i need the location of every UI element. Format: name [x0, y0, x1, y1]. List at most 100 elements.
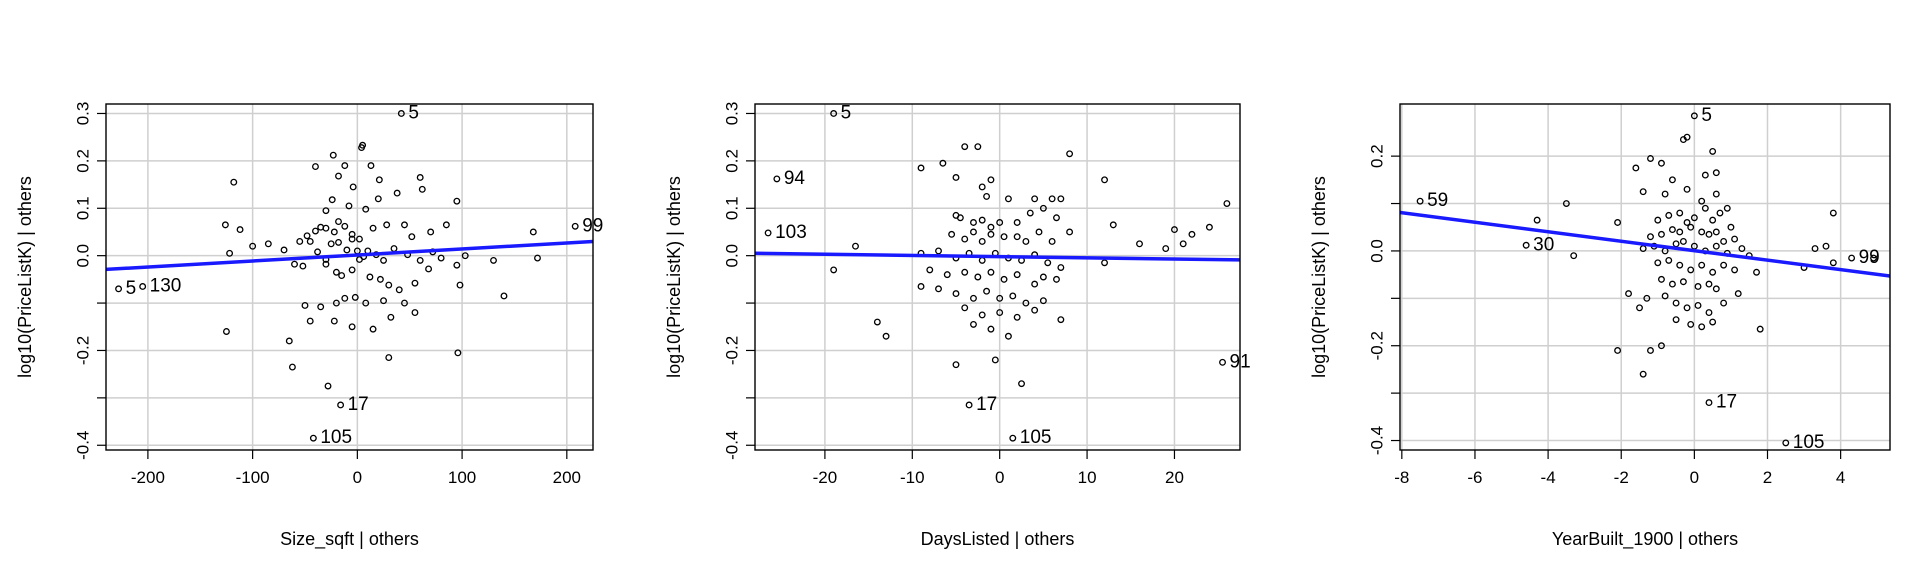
point-label: 130	[150, 275, 182, 296]
x-axis-label: Size_sqft | others	[280, 529, 419, 550]
data-point	[355, 235, 363, 243]
data-point	[1720, 261, 1728, 269]
data-point	[1709, 216, 1717, 224]
data-point	[416, 174, 424, 181]
y-tick-label: 0.1	[722, 196, 741, 220]
data-point	[1053, 214, 1060, 222]
data-point	[335, 218, 342, 225]
data-point	[285, 337, 293, 345]
x-tick-label: 4	[1836, 468, 1845, 487]
data-point	[996, 309, 1004, 316]
y-tick-label: -0.4	[722, 431, 741, 460]
data-point	[1632, 164, 1640, 172]
data-point	[1782, 439, 1790, 447]
x-axis-label: DaysListed | others	[921, 529, 1075, 549]
data-point	[952, 174, 960, 181]
plot-frame	[754, 103, 1241, 451]
data-point	[987, 230, 995, 238]
data-point	[367, 162, 375, 170]
data-point	[1031, 195, 1039, 203]
plot-area	[106, 110, 593, 442]
x-axis-label: YearBuilt_1900 | others	[1552, 529, 1738, 550]
data-point	[335, 172, 342, 180]
data-point	[1709, 318, 1717, 326]
data-point	[1672, 240, 1680, 248]
data-point	[303, 232, 311, 240]
y-axis-label: log10(PriceListK) | others	[1309, 176, 1329, 378]
x-tick-label: 100	[448, 468, 476, 487]
data-point	[322, 207, 330, 215]
data-point	[1822, 242, 1830, 250]
panel-2: -20 -10 0 10 20 -0.4 -0.2 0.0 0.1 0.2 0.3 DaysListe…	[664, 102, 1251, 549]
data-point	[454, 349, 462, 357]
data-point	[418, 185, 426, 193]
data-point	[1570, 252, 1578, 260]
data-point	[1004, 195, 1012, 203]
y-tick-label: -0.4	[73, 431, 92, 460]
data-point	[1654, 259, 1662, 267]
data-point	[970, 294, 977, 302]
data-point	[1720, 299, 1728, 307]
data-point	[1533, 216, 1541, 224]
x-tick-label: -20	[813, 468, 838, 487]
x-tick-label: 2	[1763, 468, 1772, 487]
data-point	[1668, 176, 1676, 184]
data-point	[1625, 290, 1632, 298]
data-point	[1101, 176, 1108, 184]
data-point	[1683, 185, 1691, 193]
data-point	[773, 175, 781, 183]
data-point	[852, 242, 859, 250]
data-point	[358, 144, 365, 152]
data-point	[312, 227, 319, 235]
data-point	[1712, 242, 1720, 250]
y-axis-label: log10(PriceListK) | others	[15, 176, 35, 378]
data-point	[1018, 380, 1025, 388]
data-point	[961, 143, 969, 151]
x-tick-label: 0	[353, 468, 362, 487]
data-point	[1066, 228, 1074, 236]
data-point	[1031, 280, 1039, 288]
data-point	[1031, 306, 1039, 314]
data-point	[1720, 238, 1728, 245]
y-tick-label: 0.0	[722, 244, 741, 268]
data-point	[978, 311, 986, 319]
data-point	[1731, 266, 1739, 274]
data-point	[1000, 275, 1008, 283]
data-point	[490, 256, 497, 264]
data-point	[376, 275, 384, 283]
data-point	[362, 205, 370, 213]
data-point	[1848, 254, 1856, 262]
data-point	[1672, 299, 1680, 307]
data-point	[1709, 268, 1717, 276]
data-point	[1709, 147, 1717, 155]
data-point	[978, 183, 986, 191]
x-tick-label: 0	[995, 468, 1004, 487]
data-point	[317, 303, 325, 311]
data-point	[341, 294, 349, 302]
data-point	[1705, 280, 1713, 288]
y-tick-label: 0.2	[722, 149, 741, 173]
fit-line	[106, 239, 593, 272]
data-point	[348, 266, 356, 274]
data-point	[996, 294, 1004, 302]
data-point	[1712, 285, 1720, 293]
x-tick-label: -200	[131, 468, 165, 487]
data-point	[328, 196, 336, 204]
fit-line	[1400, 210, 1890, 278]
data-point	[264, 240, 272, 248]
data-point	[288, 363, 296, 371]
data-point	[1723, 204, 1731, 212]
data-point	[1705, 230, 1713, 238]
data-point	[1057, 316, 1065, 324]
fit-line	[755, 251, 1240, 262]
data-point	[411, 279, 419, 287]
data-point	[1665, 256, 1673, 264]
data-point	[1639, 188, 1647, 196]
plot-frame	[105, 103, 594, 451]
data-point	[926, 266, 934, 274]
data-point	[322, 260, 330, 268]
data-point	[882, 332, 890, 340]
point-label: 5	[1701, 105, 1712, 126]
data-point	[349, 183, 357, 191]
data-point	[1035, 228, 1043, 236]
